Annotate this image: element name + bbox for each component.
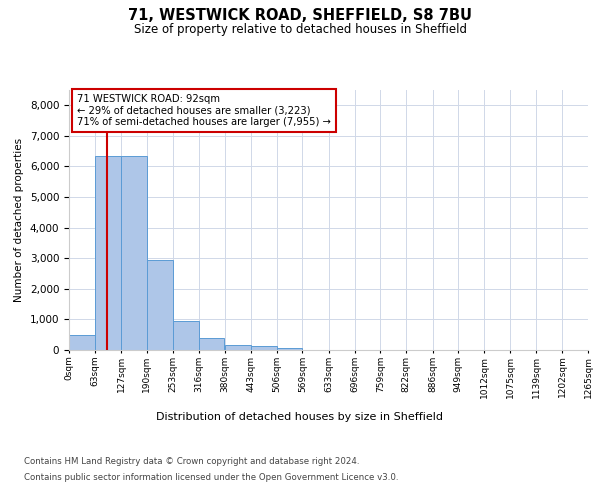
Text: Contains public sector information licensed under the Open Government Licence v3: Contains public sector information licen… [24,472,398,482]
Text: Size of property relative to detached houses in Sheffield: Size of property relative to detached ho… [133,24,467,36]
Bar [95,156,121,350]
Y-axis label: Number of detached properties: Number of detached properties [14,138,24,302]
Bar [277,348,302,350]
Bar [251,346,277,350]
Text: Contains HM Land Registry data © Crown copyright and database right 2024.: Contains HM Land Registry data © Crown c… [24,458,359,466]
Bar [225,346,251,350]
Bar [147,260,173,350]
Bar [199,338,224,350]
Bar [69,334,95,350]
Bar [173,321,199,350]
Text: Distribution of detached houses by size in Sheffield: Distribution of detached houses by size … [157,412,443,422]
Bar [121,156,147,350]
Text: 71 WESTWICK ROAD: 92sqm
← 29% of detached houses are smaller (3,223)
71% of semi: 71 WESTWICK ROAD: 92sqm ← 29% of detache… [77,94,331,127]
Text: 71, WESTWICK ROAD, SHEFFIELD, S8 7BU: 71, WESTWICK ROAD, SHEFFIELD, S8 7BU [128,8,472,22]
